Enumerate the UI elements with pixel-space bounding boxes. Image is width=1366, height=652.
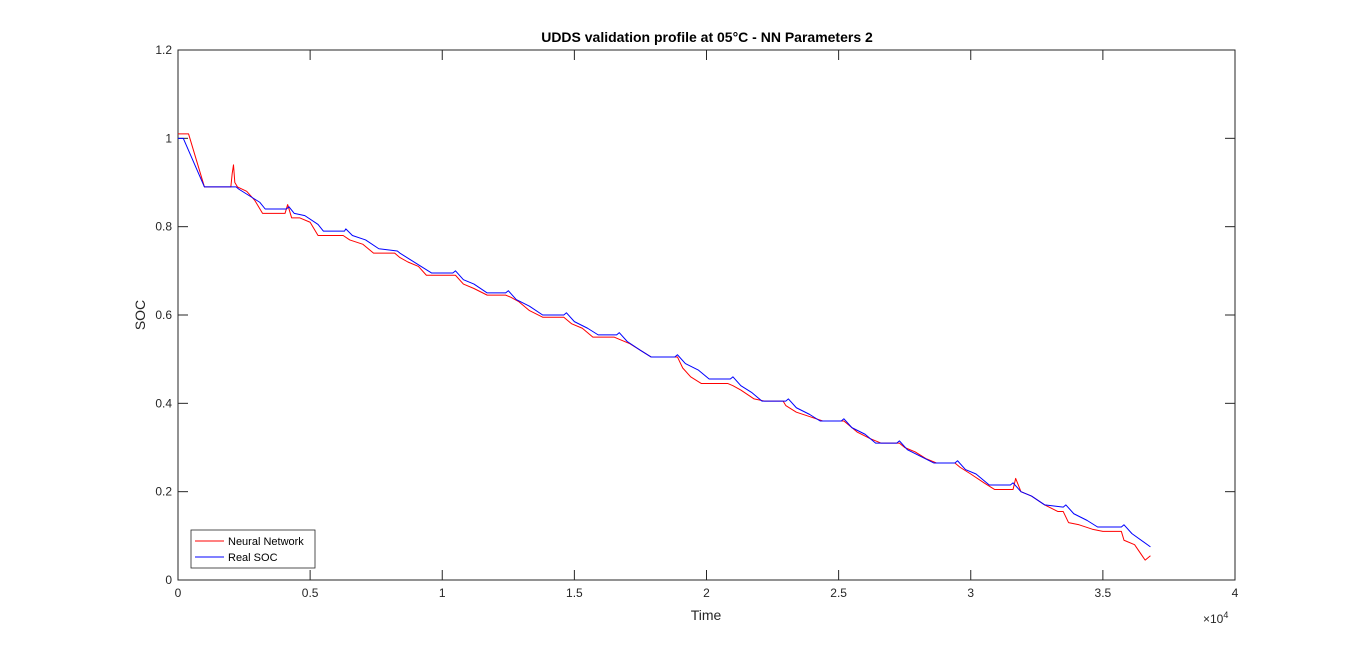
x-exponent-label: ×104 [1203,610,1228,626]
y-tick-label: 1.2 [155,43,172,57]
x-axis: 0 0.5 1 1.5 2 2.5 3 3.5 4 [175,50,1239,600]
legend: Neural Network Real SOC [190,529,316,569]
x-tick-label: 0.5 [302,586,319,600]
x-axis-label: Time [691,607,722,623]
x-exponent-power: 4 [1223,610,1228,620]
series-line-real-soc [178,137,1151,548]
y-tick-label: 0.6 [155,308,172,322]
x-tick-label: 1 [439,586,446,600]
chart-title: UDDS validation profile at 05°C - NN Par… [541,29,873,45]
x-tick-label: 0 [175,586,182,600]
x-tick-label: 3.5 [1095,586,1112,600]
y-axis-label: SOC [132,300,148,330]
legend-label-real-soc: Real SOC [228,552,278,564]
legend-box [190,529,316,569]
x-tick-label: 3 [967,586,974,600]
y-tick-label: 0.4 [155,396,172,410]
y-tick-label: 1 [165,131,172,145]
y-tick-label: 0.2 [155,485,172,499]
legend-label-neural-network: Neural Network [228,536,304,548]
x-tick-label: 2.5 [830,586,847,600]
x-tick-label: 1.5 [566,586,583,600]
x-tick-label: 2 [703,586,710,600]
x-exponent-base: ×10 [1203,612,1224,626]
series-group [178,133,1151,561]
x-tick-label: 4 [1232,586,1239,600]
y-tick-label: 0.8 [155,220,172,234]
y-axis: 0 0.2 0.4 0.6 0.8 1 1.2 [155,43,1235,587]
y-tick-label: 0 [165,573,172,587]
